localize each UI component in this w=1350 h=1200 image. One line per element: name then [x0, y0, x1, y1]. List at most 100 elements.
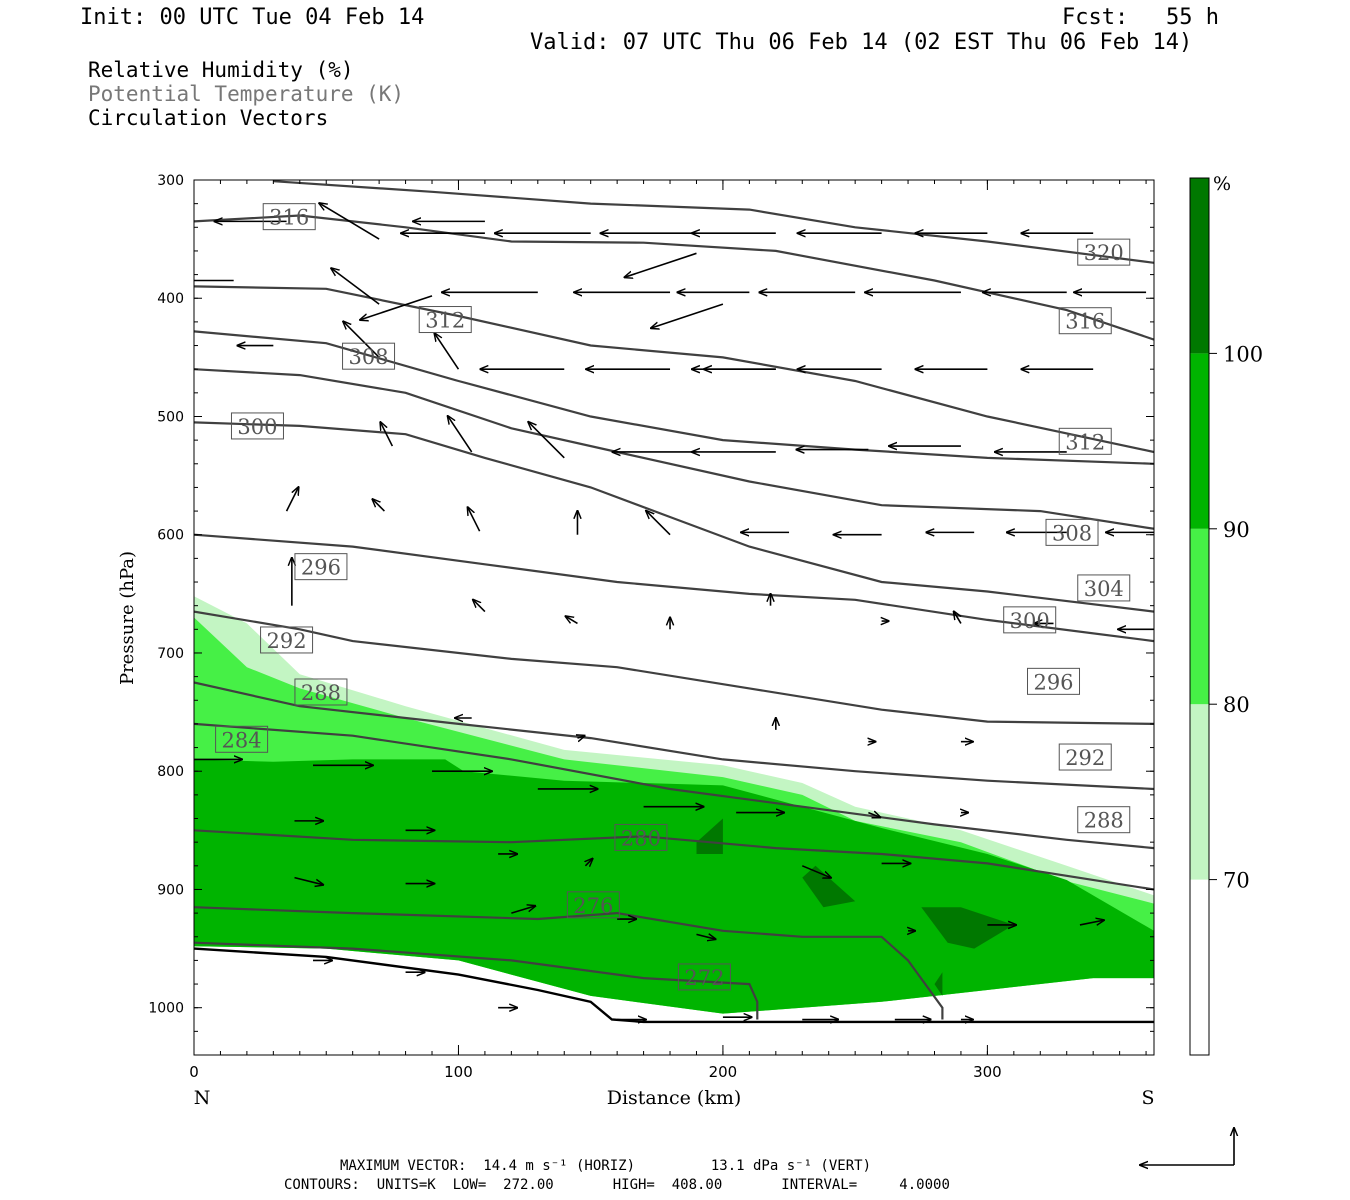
contour-label-box: [1058, 743, 1112, 771]
theta-contour-304: [194, 368, 1154, 530]
contour-label-box: [677, 963, 731, 991]
legend-potential-temperature: Potential Temperature (K): [88, 82, 405, 106]
x-tick-label: 200: [709, 1063, 738, 1081]
circulation-vector: [651, 303, 724, 328]
circulation-vector: [473, 600, 486, 613]
circulation-vector: [954, 611, 962, 624]
colorbar-segment: [1190, 178, 1209, 354]
contour-label: 296: [1033, 670, 1073, 694]
y-tick-label: 400: [157, 291, 184, 307]
contour-label: 300: [1010, 609, 1050, 633]
theta-contour-296: [194, 533, 1154, 643]
contour-label-box: [260, 626, 314, 654]
circulation-vector: [801, 865, 831, 878]
colorbar: 70 80 90 100%: [1189, 173, 1263, 1056]
contour-label-box: [1003, 606, 1057, 634]
y-axis-label: Pressure (hPa): [117, 551, 138, 685]
rh-band-100-patch: [696, 818, 723, 854]
rh-band-90: [194, 759, 1154, 1014]
circulation-vector: [868, 813, 880, 818]
legend-circulation-vectors: Circulation Vectors: [88, 106, 329, 130]
circulation-vector: [331, 268, 380, 305]
contour-label-box: [342, 342, 396, 370]
theta-contour-284: [194, 722, 1154, 850]
contour-label: 308: [348, 345, 388, 369]
contour-label: 280: [621, 826, 661, 850]
contour-label: 320: [1084, 241, 1124, 265]
contour-label-box: [1077, 238, 1131, 266]
valid-time: Valid: 07 UTC Thu 06 Feb 14 (02 EST Thu …: [530, 30, 1193, 55]
theta-contour-280: [194, 829, 1154, 891]
rh-band-100-patch: [934, 972, 943, 996]
contour-label: 272: [684, 966, 724, 990]
circulation-vector: [360, 295, 433, 320]
circulation-vector: [511, 906, 535, 914]
theta-contour-288: [194, 681, 1154, 791]
circulation-vector: [585, 859, 592, 866]
circulation-vector: [1079, 920, 1104, 925]
circulation-vector: [468, 507, 481, 532]
theta-contour-308: [194, 330, 1154, 465]
contour-label-box: [418, 306, 472, 334]
colorbar-segment: [1190, 879, 1209, 1055]
y-tick-label: 600: [157, 528, 184, 544]
contour-label-box: [566, 891, 620, 919]
contour-label: 316: [1065, 310, 1105, 334]
contour-label-box: [614, 823, 668, 851]
y-tick-label: 500: [157, 409, 184, 425]
circulation-vector: [372, 499, 385, 512]
contour-label: 312: [1065, 430, 1105, 454]
contour-label: 308: [1052, 521, 1092, 545]
rh-band-100-patch: [802, 865, 856, 908]
circulation-vector: [624, 252, 697, 277]
contour-label: 292: [1065, 746, 1105, 770]
theta-contour-312: [194, 285, 1154, 454]
contour-label: 288: [1084, 809, 1124, 833]
vector-layer: [194, 203, 1154, 1019]
contour-label: 304: [1084, 577, 1124, 601]
circulation-vector: [343, 321, 380, 358]
theta-contour-320: [273, 180, 1154, 264]
contour-label: 296: [301, 556, 341, 580]
colorbar-segment: [1190, 528, 1209, 705]
contour-label-box: [294, 678, 348, 706]
contour-label-box: [215, 725, 269, 753]
plot-frame: [193, 179, 1155, 1056]
theta-contour-layer: [194, 180, 1154, 1020]
x-axis-label: Distance (km): [607, 1087, 742, 1109]
contour-label-box: [1058, 307, 1112, 335]
max-vector-note: MAXIMUM VECTOR: 14.4 m s⁻¹ (HORIZ) 13.1 …: [340, 1158, 872, 1174]
contour-label: 292: [267, 629, 307, 653]
colorbar-label: 100: [1223, 342, 1263, 366]
colorbar-segment: [1190, 704, 1209, 880]
south-label: S: [1141, 1087, 1154, 1109]
legend-relative-humidity: Relative Humidity (%): [88, 58, 354, 82]
y-tick-label: 700: [157, 646, 184, 662]
rh-fill-layer: [194, 596, 1154, 1014]
colorbar-segment: [1190, 353, 1209, 529]
contour-label: 284: [222, 728, 262, 752]
contour-label-box: [1027, 667, 1081, 695]
forecast-hours: 55 h: [1166, 5, 1219, 30]
contour-label: 312: [425, 309, 465, 333]
theta-contour-300: [194, 421, 1154, 613]
contour-label-box: [1058, 427, 1112, 455]
forecast-label: Fcst:: [1062, 5, 1129, 30]
contour-label: 288: [301, 681, 341, 705]
y-tick-label: 900: [157, 882, 184, 898]
colorbar-frame: [1189, 177, 1210, 1056]
y-tick-label: 1000: [148, 1001, 184, 1017]
contour-label: 300: [237, 415, 277, 439]
y-tick-label: 300: [157, 173, 184, 189]
circulation-vector: [646, 511, 671, 536]
theta-contour-276: [194, 906, 944, 1020]
contour-label: 316: [269, 206, 309, 230]
circulation-vector: [285, 487, 299, 512]
contour-label-box: [294, 553, 348, 581]
circulation-vector: [448, 416, 473, 453]
contour-label-box: [1077, 574, 1131, 602]
contour-label-box: [262, 203, 316, 231]
colorbar-label: 80: [1223, 693, 1250, 717]
x-tick-label: 300: [973, 1063, 1002, 1081]
